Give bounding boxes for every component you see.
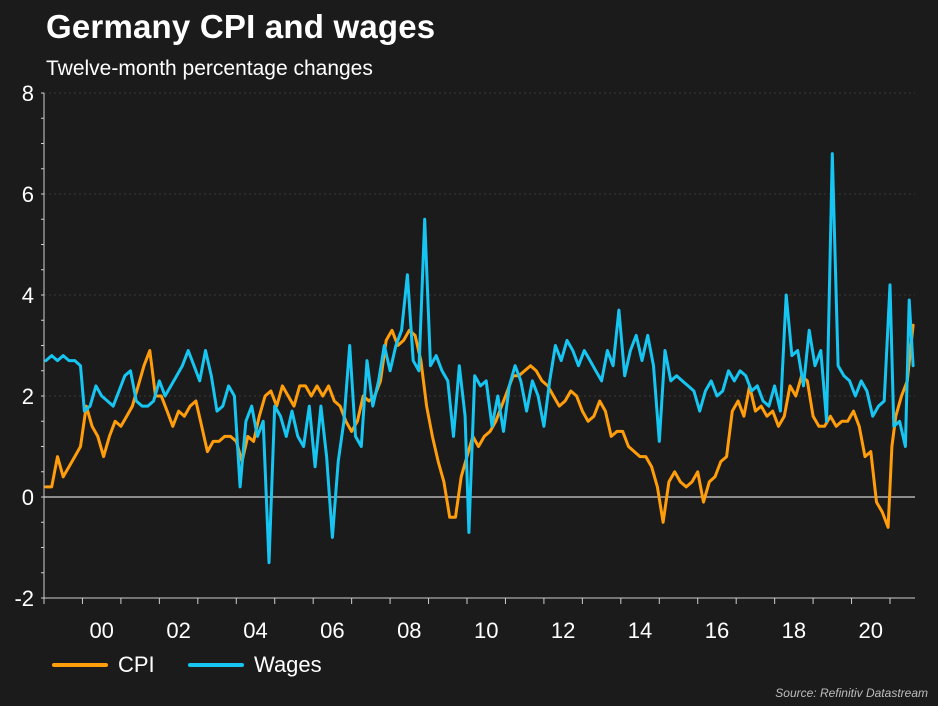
x-tick-label: 14 [628,618,652,643]
x-tick-label: 04 [243,618,267,643]
legend-item-wages: Wages [188,652,322,678]
chart-title: Germany CPI and wages [46,8,436,45]
legend-item-cpi: CPI [52,652,155,678]
source-note: Source: Refinitiv Datastream [775,686,928,700]
x-tick-label: 16 [705,618,729,643]
x-tick-label: 20 [859,618,883,643]
wages-legend-swatch [188,663,244,667]
y-tick-label: 0 [22,485,34,510]
cpi-series-line [44,323,915,529]
series-lines [44,152,915,565]
wages-legend-label: Wages [254,652,322,677]
y-tick-label: -2 [14,586,34,611]
x-tick-label: 18 [782,618,806,643]
y-tick-label: 2 [22,384,34,409]
chart-subtitle: Twelve-month percentage changes [46,57,373,80]
y-tick-label: 8 [22,81,34,106]
cpi-legend-swatch [52,663,108,667]
x-tick-label: 08 [397,618,421,643]
y-tick-label: 4 [22,283,34,308]
x-tick-label: 10 [474,618,498,643]
x-tick-label: 00 [89,618,113,643]
wages-series-line [44,152,915,565]
x-tick-label: 12 [551,618,575,643]
cpi-legend-label: CPI [118,652,155,677]
y-tick-label: 6 [22,182,34,207]
x-tick-label: 06 [320,618,344,643]
x-tick-label: 02 [166,618,190,643]
